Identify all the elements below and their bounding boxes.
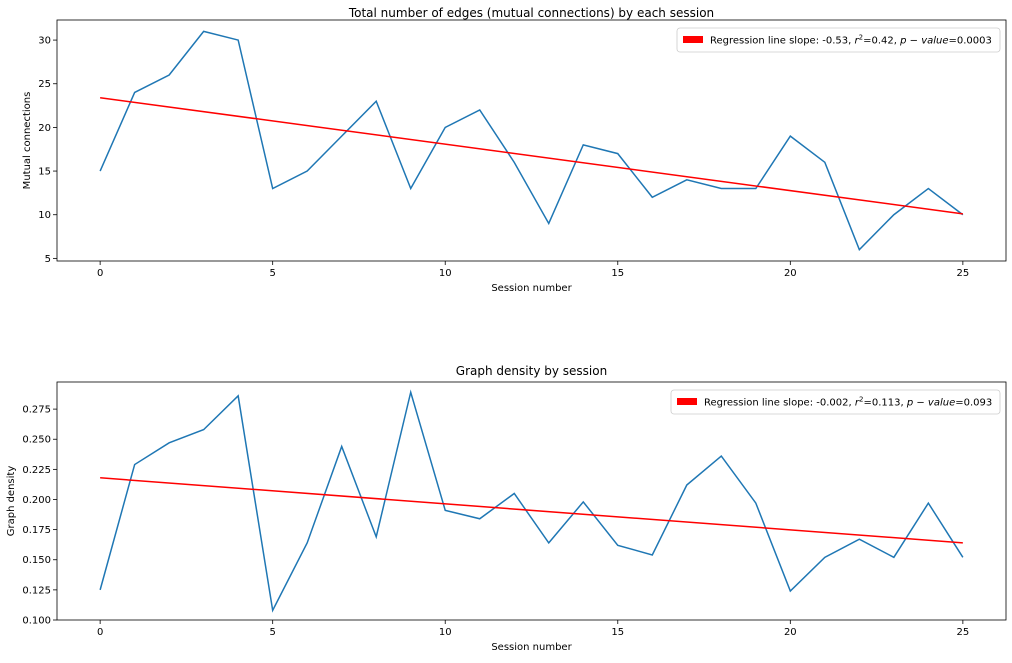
regression-line <box>100 477 963 544</box>
x-axis-label: Session number <box>491 283 572 294</box>
x-tick-label: 0 <box>97 627 103 638</box>
x-tick-label: 20 <box>784 268 797 279</box>
y-tick-label: 15 <box>38 167 51 178</box>
y-tick-label: 25 <box>38 79 51 90</box>
y-tick-label: 0.100 <box>22 616 51 627</box>
y-tick-label: 0.275 <box>22 405 51 416</box>
y-tick-label: 20 <box>38 123 51 134</box>
plot-area: 0 5 10 15 20 25 5 10 15 20 25 30 Regression line slo… <box>38 19 1007 279</box>
chart-title: Total number of edges (mutual connection… <box>348 6 714 20</box>
axes-frame <box>56 381 1007 621</box>
chart-graph-density: Graph density by session Session number … <box>6 364 1007 653</box>
legend-label: Regression line slope: -0.002, r2=0.113,… <box>704 396 992 409</box>
chart-title: Graph density by session <box>456 364 607 378</box>
axes-frame <box>56 19 1007 262</box>
data-series-line <box>99 389 964 613</box>
x-tick-label: 5 <box>269 627 275 638</box>
regression-line <box>100 96 963 215</box>
y-axis-label: Mutual connections <box>22 92 33 190</box>
plot-area: 0 5 10 15 20 25 0.100 0.125 0.150 0.175 0.200 0.225… <box>22 381 1007 638</box>
x-tick-label: 25 <box>956 268 969 279</box>
y-tick-label: 30 <box>38 36 51 47</box>
legend-swatch <box>683 36 703 43</box>
y-tick-label: 0.175 <box>22 525 51 536</box>
y-tick-label: 0.125 <box>22 585 51 596</box>
y-tick-label: 0.225 <box>22 465 51 476</box>
chart-mutual-connections: Total number of edges (mutual connection… <box>22 6 1007 294</box>
x-tick-label: 15 <box>611 627 624 638</box>
legend <box>676 27 1001 53</box>
legend-swatch <box>677 398 697 405</box>
y-tick-label: 5 <box>45 254 51 265</box>
x-tick-label: 0 <box>97 268 103 279</box>
x-tick-label: 15 <box>611 268 624 279</box>
x-tick-label: 25 <box>956 627 969 638</box>
y-tick-label: 10 <box>38 210 51 221</box>
x-tick-label: 20 <box>784 627 797 638</box>
data-series-line <box>99 30 964 251</box>
x-tick-label: 5 <box>269 268 275 279</box>
x-axis-label: Session number <box>491 642 572 653</box>
x-tick-label: 10 <box>439 627 452 638</box>
x-tick-label: 10 <box>439 268 452 279</box>
y-axis-label: Graph density <box>6 466 17 537</box>
y-tick-label: 0.150 <box>22 555 51 566</box>
legend-label: Regression line slope: -0.53, r2=0.42, p… <box>710 34 992 47</box>
y-tick-label: 0.200 <box>22 495 51 506</box>
y-tick-label: 0.250 <box>22 435 51 446</box>
legend <box>670 389 1001 415</box>
